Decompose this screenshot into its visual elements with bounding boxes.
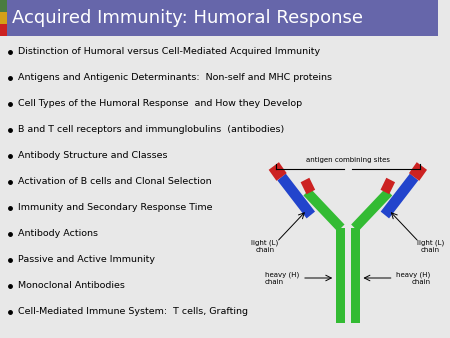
Text: Distinction of Humoral versus Cell-Mediated Acquired Immunity: Distinction of Humoral versus Cell-Media…	[18, 48, 320, 56]
Polygon shape	[301, 178, 315, 194]
Text: Antibody Structure and Classes: Antibody Structure and Classes	[18, 151, 167, 161]
Text: heavy (H)
chain: heavy (H) chain	[265, 271, 299, 285]
Text: Cell Types of the Humoral Response  and How they Develop: Cell Types of the Humoral Response and H…	[18, 99, 302, 108]
Bar	[0, 0, 7, 12]
Bar	[351, 228, 360, 323]
Polygon shape	[409, 162, 427, 181]
Polygon shape	[269, 162, 287, 181]
Text: Antigens and Antigenic Determinants:  Non-self and MHC proteins: Antigens and Antigenic Determinants: Non…	[18, 73, 332, 82]
Polygon shape	[381, 174, 418, 218]
Text: Monoclonal Antibodies: Monoclonal Antibodies	[18, 282, 124, 290]
Text: Acquired Immunity: Humoral Response: Acquired Immunity: Humoral Response	[12, 9, 363, 27]
Text: Immunity and Secondary Response Time: Immunity and Secondary Response Time	[18, 203, 212, 213]
Text: B and T cell receptors and immunglobulins  (antibodies): B and T cell receptors and immunglobulin…	[18, 125, 284, 135]
Text: Cell-Mediated Immune System:  T cells, Grafting: Cell-Mediated Immune System: T cells, Gr…	[18, 308, 248, 316]
Bar	[0, 24, 7, 36]
Text: Antibody Actions: Antibody Actions	[18, 230, 98, 239]
Bar	[0, 12, 7, 24]
Bar	[0, 0, 438, 36]
Text: antigen combining sites: antigen combining sites	[306, 157, 390, 163]
Text: heavy (H)
chain: heavy (H) chain	[396, 271, 431, 285]
Text: Passive and Active Immunity: Passive and Active Immunity	[18, 256, 154, 265]
Text: light (L)
chain: light (L) chain	[252, 240, 279, 254]
Polygon shape	[277, 174, 315, 218]
Polygon shape	[303, 189, 345, 232]
Text: Activation of B cells and Clonal Selection: Activation of B cells and Clonal Selecti…	[18, 177, 211, 187]
Text: light (L)
chain: light (L) chain	[417, 240, 444, 254]
Polygon shape	[351, 189, 392, 232]
Polygon shape	[381, 178, 395, 194]
Bar	[336, 228, 345, 323]
